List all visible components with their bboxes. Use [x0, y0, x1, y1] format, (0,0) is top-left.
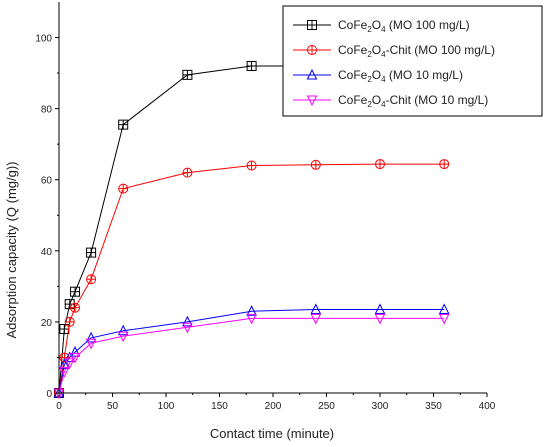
y-tick-label: 20	[41, 318, 53, 329]
data-point	[85, 331, 97, 343]
y-tick-label: 100	[35, 34, 52, 45]
data-point	[374, 303, 386, 314]
data-point	[59, 367, 70, 378]
x-tick-label: 150	[211, 401, 228, 412]
data-point	[64, 358, 76, 369]
legend-entry: CoFe2O4-Chit (MO 10 mg/L)	[293, 93, 488, 109]
data-point	[182, 315, 193, 327]
data-point	[310, 313, 322, 325]
y-axis-label: Adsorption capacity (Q (mg/g))	[4, 161, 19, 338]
x-tick-label: 200	[265, 401, 282, 412]
series-4	[53, 313, 450, 400]
data-point	[59, 358, 70, 370]
x-tick-label: 350	[425, 401, 442, 412]
series-4-line	[58, 317, 445, 394]
data-point	[117, 331, 129, 343]
data-point	[438, 303, 450, 314]
data-point	[374, 313, 386, 325]
y-tick-label: 0	[46, 389, 52, 400]
series-2-line	[58, 163, 445, 394]
axes: 0 50 100 150 200 250 300 350 400 0 20 40 60 80 100	[35, 2, 496, 412]
x-tick-label: 250	[318, 401, 335, 412]
legend-label: CoFe2O4 (MO 10 mg/L)	[338, 68, 463, 84]
data-point	[69, 352, 81, 364]
data-point	[117, 324, 129, 336]
x-tick-label: 300	[372, 401, 389, 412]
legend-label: CoFe2O4-Chit (MO 100 mg/L)	[338, 43, 495, 59]
legend-marker	[306, 95, 318, 107]
data-point	[438, 313, 450, 325]
y-tick-label: 60	[41, 176, 53, 187]
x-tick-label: 400	[479, 401, 496, 412]
legend-label: CoFe2O4 (MO 100 mg/L)	[338, 18, 470, 34]
data-point	[246, 313, 257, 325]
y-tick-label: 40	[41, 247, 53, 258]
x-tick-label: 100	[158, 401, 175, 412]
data-point	[69, 346, 81, 357]
legend-entry: CoFe2O4 (MO 10 mg/L)	[293, 68, 463, 84]
y-tick-label: 80	[41, 105, 53, 116]
legend-box	[282, 5, 543, 117]
data-point	[310, 303, 322, 314]
legend-marker	[306, 68, 318, 80]
data-point	[85, 338, 97, 350]
series-3-line	[58, 308, 445, 394]
data-point	[182, 322, 193, 334]
data-point	[246, 305, 257, 316]
x-axis-label: Contact time (minute)	[210, 426, 334, 441]
series-2	[54, 159, 450, 398]
legend-entry: CoFe2O4-Chit (MO 100 mg/L)	[293, 43, 495, 59]
legend-label: CoFe2O4-Chit (MO 10 mg/L)	[338, 93, 488, 109]
x-tick-label: 50	[107, 401, 119, 412]
x-tick-label: 0	[56, 401, 62, 412]
legend: CoFe2O4 (MO 100 mg/L) CoFe2O4-Chit (MO 10…	[282, 5, 543, 117]
legend-entry: CoFe2O4 (MO 100 mg/L)	[293, 18, 470, 34]
